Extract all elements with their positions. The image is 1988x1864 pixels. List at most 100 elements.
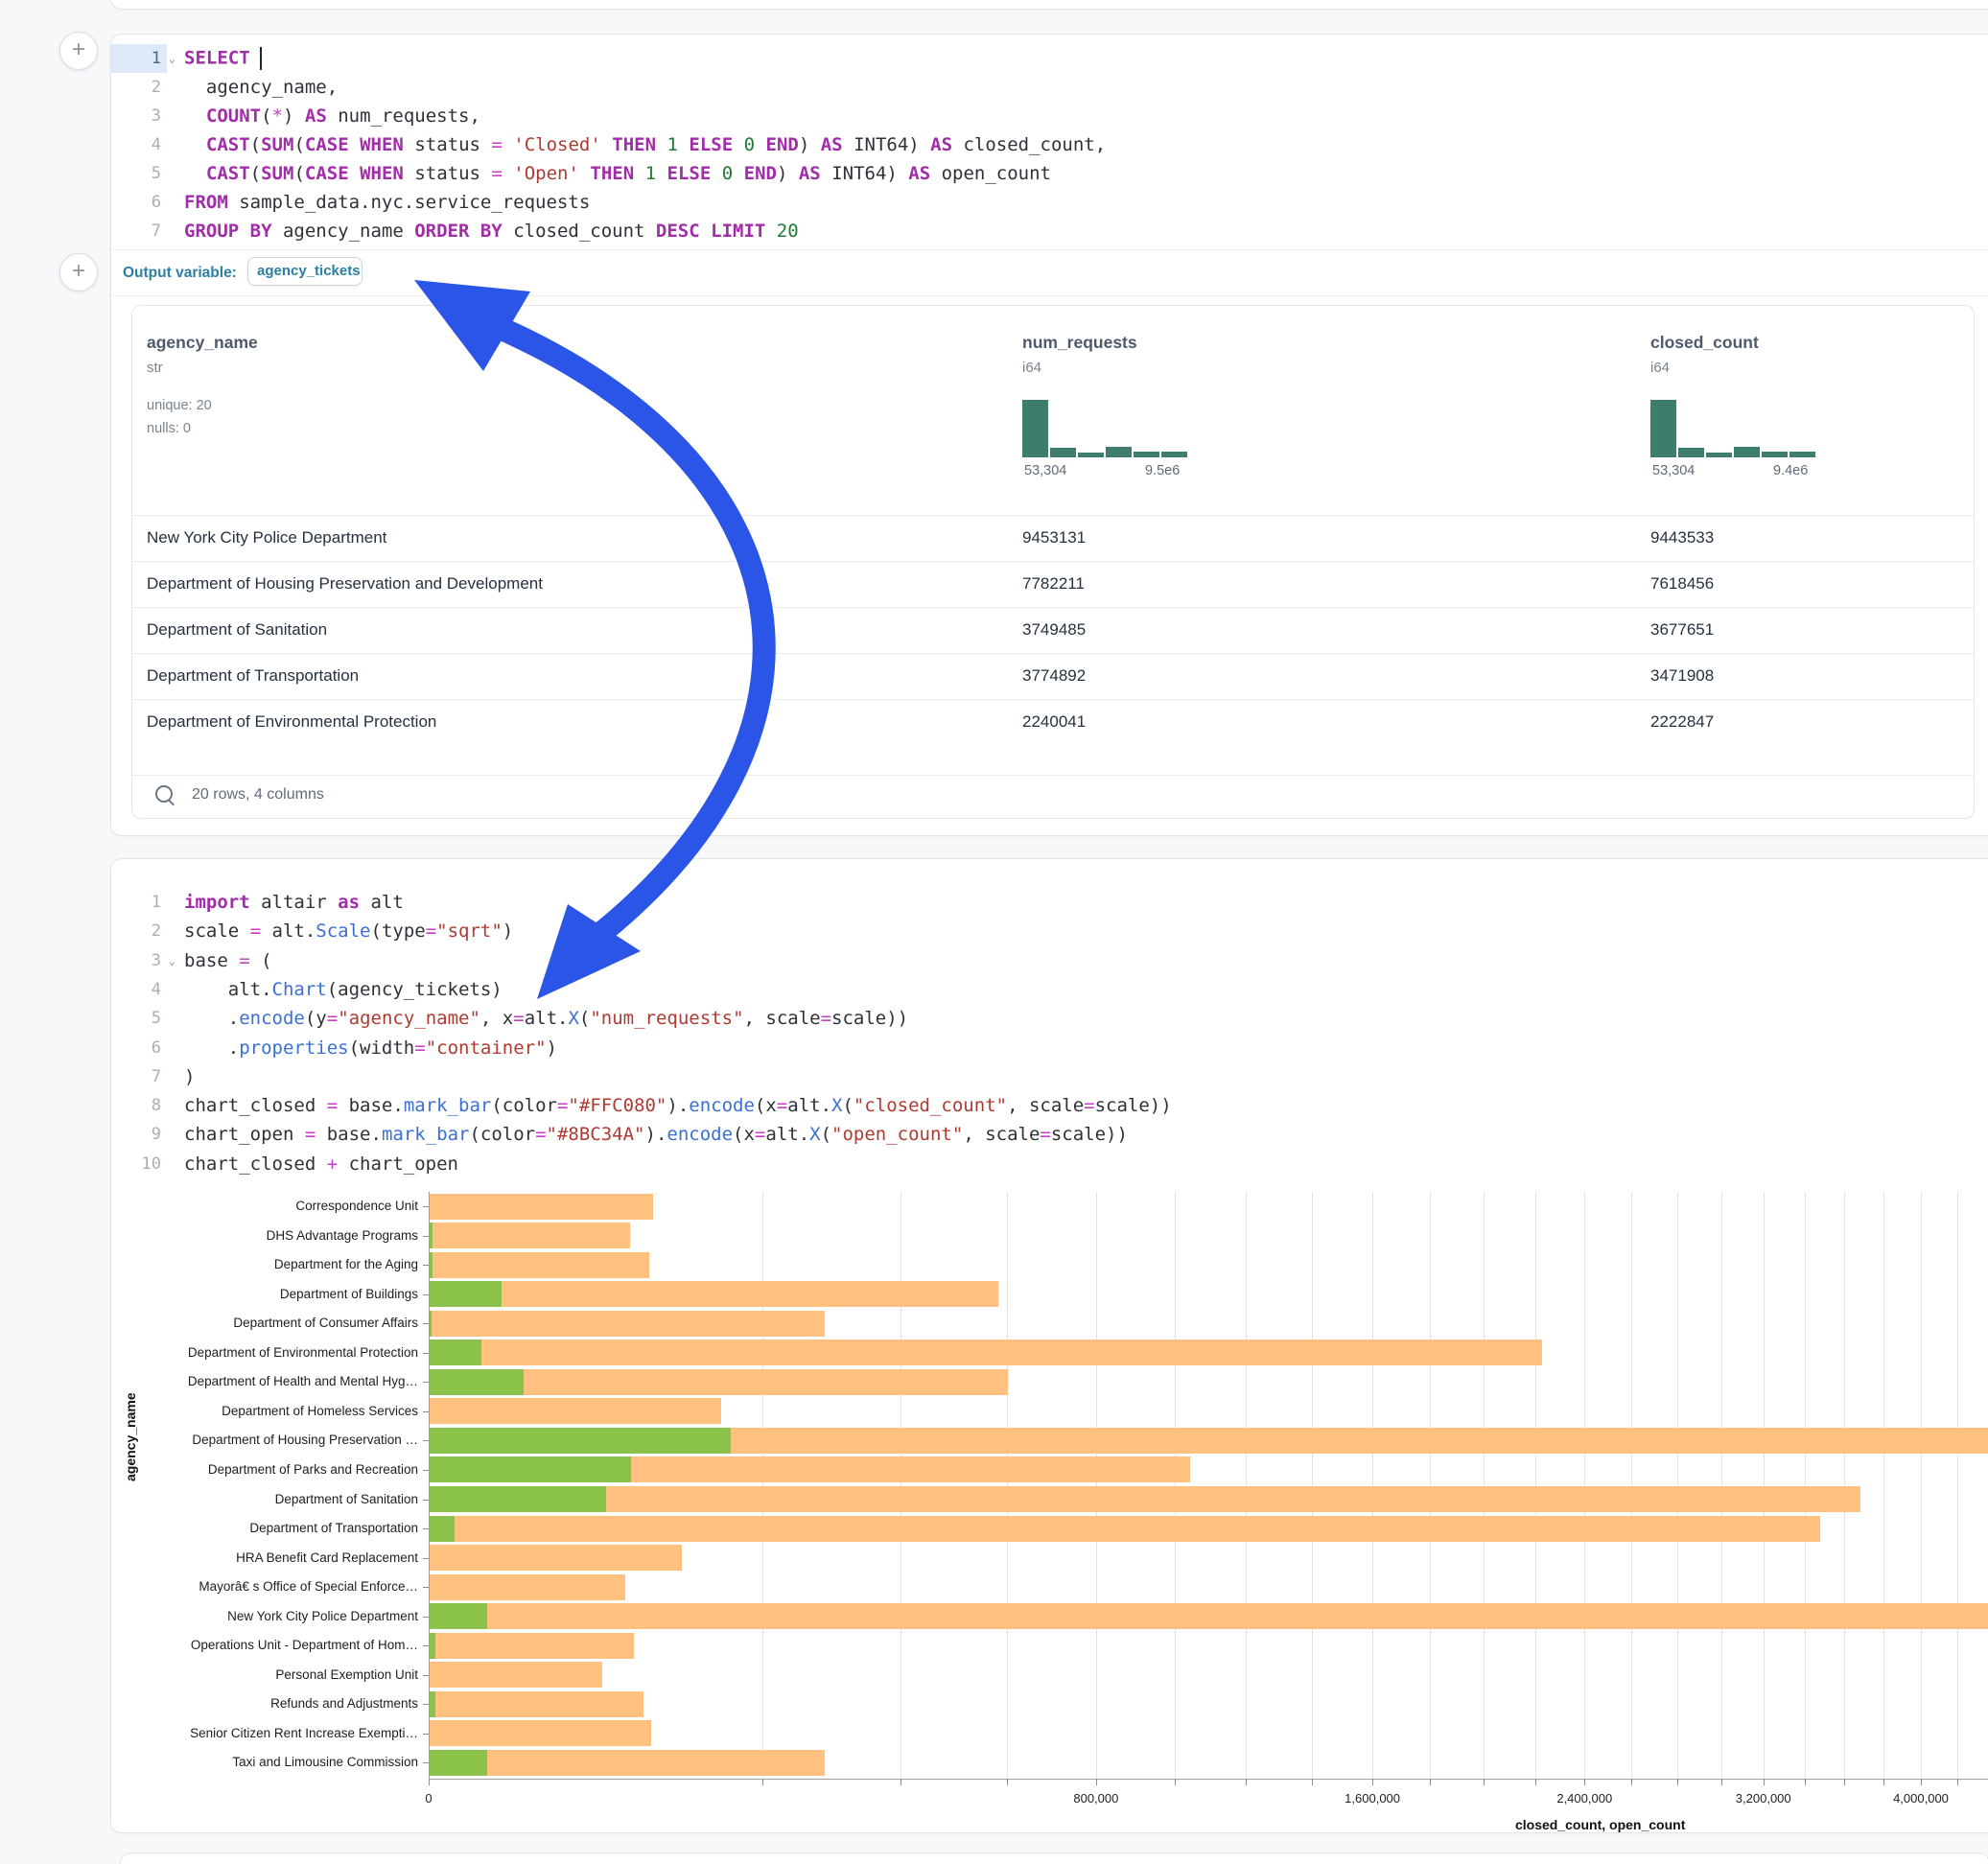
histogram-bar (1789, 452, 1815, 457)
histogram-bar (1678, 448, 1704, 457)
dataframe-table: agency_namestr unique: 20 nulls: 0 num_requ… (131, 305, 1975, 819)
column-stat: unique: 20 (147, 398, 212, 413)
histogram-bar (1050, 448, 1076, 457)
table-cell: Department of Housing Preservation and D… (147, 574, 543, 594)
search-icon[interactable] (155, 785, 173, 803)
line-number: 2 (111, 917, 167, 945)
column-type: i64 (1650, 360, 1670, 376)
table-row[interactable]: Department of Housing Preservation and D… (132, 561, 1974, 608)
divider (111, 249, 1988, 250)
code-text[interactable]: .properties(width="container") (167, 1037, 557, 1059)
column-header[interactable]: num_requests (1022, 333, 1137, 353)
histogram-bar (1134, 452, 1159, 457)
line-number: 9 (111, 1120, 167, 1149)
line-number: 8 (111, 1091, 167, 1120)
table-row[interactable]: Department of Sanitation37494853677651 (132, 607, 1974, 654)
output-variable-label: Output variable: (123, 265, 237, 282)
text-cursor (260, 47, 262, 70)
table-cell: 2240041 (1022, 712, 1086, 732)
code-text[interactable]: GROUP BY agency_name ORDER BY closed_cou… (167, 221, 799, 242)
code-line[interactable]: 2 agency_name, (111, 73, 1988, 102)
table-cell: Department of Transportation (147, 666, 359, 686)
table-row[interactable]: Department of Environmental Protection22… (132, 699, 1974, 746)
code-text[interactable]: base = ( (167, 950, 272, 971)
table-cell: New York City Police Department (147, 528, 386, 548)
code-text[interactable]: chart_closed = base.mark_bar(color="#FFC… (167, 1095, 1172, 1116)
code-text[interactable]: chart_open = base.mark_bar(color="#8BC34… (167, 1124, 1128, 1145)
histogram-bar (1650, 400, 1676, 457)
code-line[interactable]: 9chart_open = base.mark_bar(color="#8BC3… (111, 1120, 1988, 1149)
table-row[interactable]: Department of Transportation377489234719… (132, 653, 1974, 700)
line-number: 7 (111, 1062, 167, 1091)
collapse-chevron-icon[interactable]: ⌄ (169, 946, 175, 975)
code-line[interactable]: 7GROUP BY agency_name ORDER BY closed_co… (111, 217, 1988, 245)
code-text[interactable]: SELECT (167, 47, 262, 70)
code-line[interactable]: 5 .encode(y="agency_name", x=alt.X("num_… (111, 1004, 1988, 1033)
column-type: str (147, 360, 163, 376)
histogram-bar (1106, 447, 1132, 457)
histogram-min-label: 53,304 (1652, 463, 1695, 478)
code-text[interactable]: CAST(SUM(CASE WHEN status = 'Open' THEN … (167, 163, 1051, 184)
histogram-min-label: 53,304 (1024, 463, 1066, 478)
code-text[interactable]: COUNT(*) AS num_requests, (167, 105, 480, 127)
histogram-bar (1762, 452, 1788, 457)
code-text[interactable]: .encode(y="agency_name", x=alt.X("num_re… (167, 1008, 908, 1029)
code-line[interactable]: 2scale = alt.Scale(type="sqrt") (111, 917, 1988, 945)
code-line[interactable]: 6 .properties(width="container") (111, 1034, 1988, 1062)
next-cell-edge (120, 1852, 1988, 1864)
code-line[interactable]: 4 CAST(SUM(CASE WHEN status = 'Closed' T… (111, 130, 1988, 159)
code-text[interactable]: agency_name, (167, 77, 338, 98)
line-number: 7 (111, 217, 167, 245)
histogram-bar (1161, 452, 1187, 457)
code-text[interactable]: FROM sample_data.nyc.service_requests (167, 192, 590, 213)
column-header[interactable]: closed_count (1650, 333, 1759, 353)
code-line[interactable]: 6FROM sample_data.nyc.service_requests (111, 188, 1988, 217)
code-text[interactable]: ) (167, 1066, 195, 1087)
code-text[interactable]: scale = alt.Scale(type="sqrt") (167, 920, 513, 942)
code-line[interactable]: 1⌄SELECT (111, 44, 1988, 73)
histogram-max-label: 9.4e6 (1773, 463, 1808, 478)
code-text[interactable]: import altair as alt (167, 892, 404, 913)
collapse-chevron-icon[interactable]: ⌄ (169, 44, 175, 73)
histogram-bar (1734, 447, 1760, 457)
histogram-bar (1022, 400, 1048, 457)
output-variable-pill[interactable]: agency_tickets (247, 257, 363, 286)
code-line[interactable]: 3⌄base = ( (111, 946, 1988, 975)
notebook-page: + + 1⌄SELECT2 agency_name,3 COUNT(*) AS … (0, 0, 1988, 1864)
table-row[interactable]: New York City Police Department945313194… (132, 515, 1974, 562)
code-text[interactable]: chart_closed + chart_open (167, 1153, 458, 1175)
code-line[interactable]: 8chart_closed = base.mark_bar(color="#FF… (111, 1091, 1988, 1120)
table-cell: 2222847 (1650, 712, 1714, 732)
column-histogram: 53,304 9.4e6 (1650, 398, 1823, 477)
line-number: 4 (111, 975, 167, 1004)
column-stat: nulls: 0 (147, 421, 191, 436)
code-line[interactable]: 10chart_closed + chart_open (111, 1150, 1988, 1178)
code-text[interactable]: alt.Chart(agency_tickets) (167, 979, 503, 1000)
line-number: 4 (111, 130, 167, 159)
line-number: 3⌄ (111, 946, 167, 975)
add-cell-button-middle[interactable]: + (59, 253, 98, 291)
table-cell: 7618456 (1650, 574, 1714, 594)
code-line[interactable]: 5 CAST(SUM(CASE WHEN status = 'Open' THE… (111, 159, 1988, 188)
code-line[interactable]: 1import altair as alt (111, 888, 1988, 917)
add-cell-button-top[interactable]: + (59, 32, 98, 70)
python-code-editor[interactable]: 1import altair as alt2scale = alt.Scale(… (111, 888, 1988, 1185)
code-text[interactable]: CAST(SUM(CASE WHEN status = 'Closed' THE… (167, 134, 1106, 155)
sql-code-editor[interactable]: 1⌄SELECT2 agency_name,3 COUNT(*) AS num_… (111, 44, 1988, 250)
code-line[interactable]: 3 COUNT(*) AS num_requests, (111, 102, 1988, 130)
table-cell: 3471908 (1650, 666, 1714, 686)
column-header[interactable]: agency_name (147, 333, 258, 353)
table-cell: 3677651 (1650, 620, 1714, 640)
table-footer: 20 rows, 4 columns (132, 775, 1974, 818)
code-line[interactable]: 7) (111, 1062, 1988, 1091)
table-cell: 7782211 (1022, 574, 1085, 594)
table-cell: Department of Sanitation (147, 620, 327, 640)
previous-cell-edge (110, 0, 1988, 10)
line-number: 5 (111, 1004, 167, 1033)
code-line[interactable]: 4 alt.Chart(agency_tickets) (111, 975, 1988, 1004)
column-type: i64 (1022, 360, 1041, 376)
column-histogram: 53,3049.5e6 (1022, 398, 1195, 477)
table-header: agency_namestr unique: 20 nulls: 0 num_requ… (132, 306, 1974, 515)
line-number: 6 (111, 188, 167, 217)
divider (111, 295, 1988, 296)
